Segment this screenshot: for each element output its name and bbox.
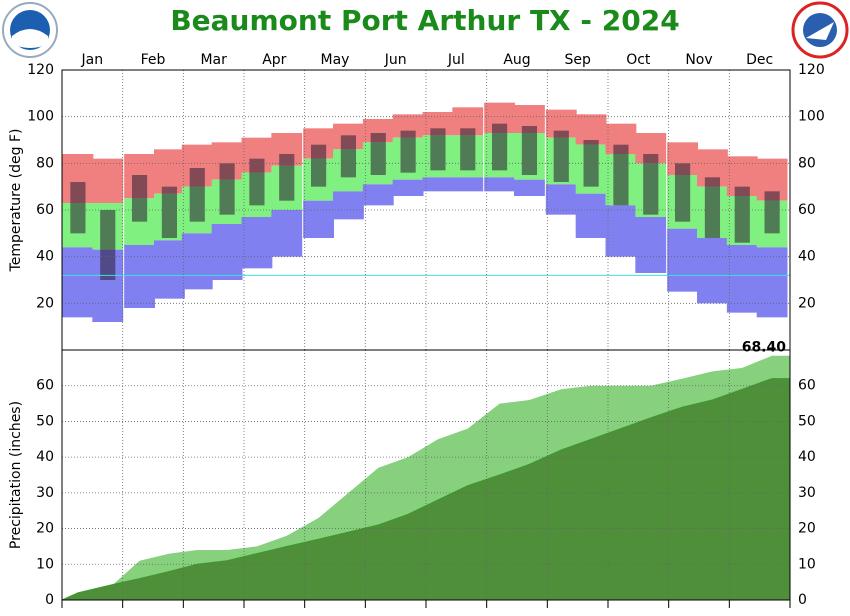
month-label: Jan <box>81 52 104 68</box>
observed-bar <box>279 154 295 201</box>
month-label: Jun <box>384 52 407 68</box>
record-high-bar <box>392 114 424 138</box>
observed-bar <box>643 154 659 215</box>
record-high-bar <box>153 149 185 194</box>
record-high-bar <box>575 114 607 145</box>
record-low-bar <box>362 184 394 206</box>
month-label: Apr <box>262 52 286 68</box>
y-tick-label-right: 0 <box>798 592 807 608</box>
record-low-bar <box>392 179 424 196</box>
total-label: 68.40 <box>742 340 787 356</box>
y-tick-label: 80 <box>36 155 54 171</box>
y-tick-label-right: 20 <box>798 295 816 311</box>
record-low-bar <box>756 247 788 318</box>
y-tick-label-right: 50 <box>798 413 816 429</box>
record-high-bar <box>92 158 124 203</box>
observed-bar <box>161 186 177 238</box>
observed-bar <box>70 182 86 234</box>
y-tick-label: 0 <box>45 592 54 608</box>
record-low-bar <box>726 245 758 313</box>
y-tick-label-right: 100 <box>798 109 825 125</box>
y-tick-label-right: 40 <box>798 249 816 265</box>
observed-bar <box>583 140 599 187</box>
y-tick-label-right: 10 <box>798 556 816 572</box>
y-tick-label-right: 120 <box>798 62 825 78</box>
record-low-bar <box>181 233 213 290</box>
y-tick-label: 100 <box>27 109 54 125</box>
record-low-bar <box>667 228 699 292</box>
record-low-bar <box>697 238 728 304</box>
chart-title: Beaumont Port Arthur TX - 2024 <box>170 4 679 37</box>
y-axis-title: Temperature (deg F) <box>8 129 24 273</box>
observed-bar <box>492 123 508 171</box>
y-tick-label-right: 20 <box>798 521 816 537</box>
noaa-logo <box>2 2 58 58</box>
observed-bar <box>189 168 205 222</box>
observed-bar <box>340 135 357 178</box>
y-tick-label: 50 <box>36 413 54 429</box>
y-tick-label-right: 60 <box>798 202 816 218</box>
record-low-bar <box>271 210 303 257</box>
record-high-bar <box>362 119 394 143</box>
observed-bar <box>553 130 569 182</box>
observed-bar <box>100 210 116 280</box>
y-tick-label: 120 <box>27 62 54 78</box>
observed-bar <box>370 133 386 175</box>
month-label: Dec <box>746 52 773 68</box>
y-axis-title: Precipitation (inches) <box>8 401 24 549</box>
record-low-bar <box>211 224 243 280</box>
record-low-bar <box>333 191 364 220</box>
record-low-bar <box>514 179 545 196</box>
observed-bar <box>764 191 780 234</box>
observed-bar <box>734 186 750 243</box>
month-label: Mar <box>200 52 227 68</box>
record-low-bar <box>484 177 516 192</box>
observed-bar <box>219 163 235 215</box>
record-high-bar <box>422 112 454 136</box>
y-tick-label: 40 <box>36 249 54 265</box>
record-low-bar <box>62 247 94 318</box>
record-low-bar <box>303 200 335 238</box>
month-label: Oct <box>626 52 651 68</box>
observed-bar <box>460 128 476 171</box>
y-tick-label: 20 <box>36 521 54 537</box>
y-tick-label: 30 <box>36 485 54 501</box>
observed-bar <box>131 175 148 222</box>
record-low-bar <box>575 193 607 238</box>
record-low-bar <box>545 184 577 215</box>
month-label: Jul <box>447 52 465 68</box>
observed-bar <box>249 158 265 206</box>
month-label: Sep <box>564 52 591 68</box>
observed-bar <box>521 126 538 175</box>
observed-bar <box>430 128 446 171</box>
y-tick-label-right: 30 <box>798 485 816 501</box>
record-low-bar <box>124 245 155 308</box>
observed-bar <box>400 130 416 173</box>
y-tick-label-right: 40 <box>798 449 816 465</box>
y-tick-label-right: 60 <box>798 378 816 394</box>
month-label: Nov <box>685 52 712 68</box>
month-label: May <box>321 52 350 68</box>
month-label: Feb <box>141 52 166 68</box>
record-low-bar <box>635 217 667 273</box>
record-low-bar <box>452 177 484 192</box>
observed-bar <box>704 177 721 238</box>
y-tick-label: 20 <box>36 295 54 311</box>
y-tick-label: 10 <box>36 556 54 572</box>
observed-bar <box>675 163 691 222</box>
record-low-bar <box>153 240 185 299</box>
y-tick-label: 60 <box>36 378 54 394</box>
y-tick-label: 60 <box>36 202 54 218</box>
record-low-bar <box>605 205 637 257</box>
nws-logo <box>791 1 849 59</box>
observed-bar <box>613 144 629 206</box>
y-tick-label-right: 80 <box>798 155 816 171</box>
y-tick-label: 40 <box>36 449 54 465</box>
record-low-bar <box>422 177 454 192</box>
observed-bar <box>311 144 327 187</box>
record-low-bar <box>241 217 273 269</box>
month-label: Aug <box>503 52 530 68</box>
